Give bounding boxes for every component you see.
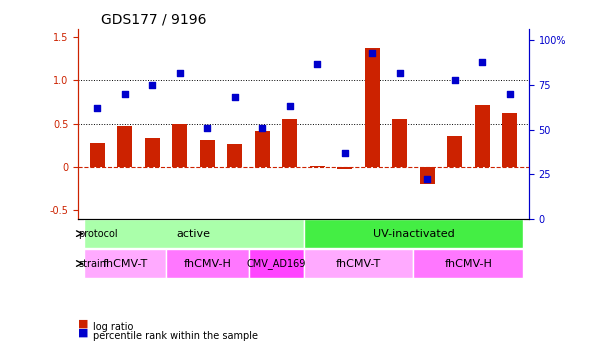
Point <box>93 105 102 111</box>
Point <box>257 125 267 131</box>
Bar <box>502 113 517 167</box>
Text: fhCMV-H: fhCMV-H <box>183 258 231 268</box>
Point <box>477 59 487 65</box>
Bar <box>337 167 352 169</box>
Point <box>285 104 294 109</box>
Text: active: active <box>177 228 210 238</box>
Point <box>120 91 130 97</box>
Bar <box>255 131 270 167</box>
Bar <box>117 126 132 167</box>
Text: CMV_AD169: CMV_AD169 <box>246 258 306 269</box>
Text: percentile rank within the sample: percentile rank within the sample <box>93 331 258 341</box>
FancyBboxPatch shape <box>304 249 413 278</box>
Bar <box>282 119 297 167</box>
Bar <box>145 138 160 167</box>
Text: fhCMV-T: fhCMV-T <box>102 258 147 268</box>
FancyBboxPatch shape <box>84 249 166 278</box>
Point <box>230 95 240 100</box>
Text: ■: ■ <box>78 328 88 338</box>
Text: strain: strain <box>78 258 106 268</box>
Bar <box>419 167 435 184</box>
Bar <box>200 140 215 167</box>
Text: protocol: protocol <box>78 228 118 238</box>
Point <box>505 91 514 97</box>
Point <box>313 61 322 66</box>
Text: ■: ■ <box>78 319 88 329</box>
Text: fhCMV-T: fhCMV-T <box>336 258 381 268</box>
Bar <box>310 166 325 167</box>
Text: log ratio: log ratio <box>93 322 133 332</box>
Bar <box>90 143 105 167</box>
FancyBboxPatch shape <box>166 249 249 278</box>
Point <box>395 70 404 75</box>
Bar <box>447 136 462 167</box>
Text: GDS177 / 9196: GDS177 / 9196 <box>101 12 206 26</box>
Point <box>147 82 157 88</box>
Point <box>450 77 460 82</box>
Point <box>340 150 350 156</box>
Text: UV-inactivated: UV-inactivated <box>373 228 454 238</box>
Point <box>423 177 432 182</box>
FancyBboxPatch shape <box>304 219 523 248</box>
Bar <box>475 105 490 167</box>
Point <box>367 50 377 56</box>
FancyBboxPatch shape <box>249 249 304 278</box>
Bar <box>227 144 242 167</box>
Text: fhCMV-H: fhCMV-H <box>445 258 492 268</box>
FancyBboxPatch shape <box>84 219 304 248</box>
Point <box>203 125 212 131</box>
Bar <box>172 125 188 167</box>
Point <box>175 70 185 75</box>
FancyBboxPatch shape <box>413 249 523 278</box>
Bar <box>365 47 380 167</box>
Bar <box>392 119 407 167</box>
